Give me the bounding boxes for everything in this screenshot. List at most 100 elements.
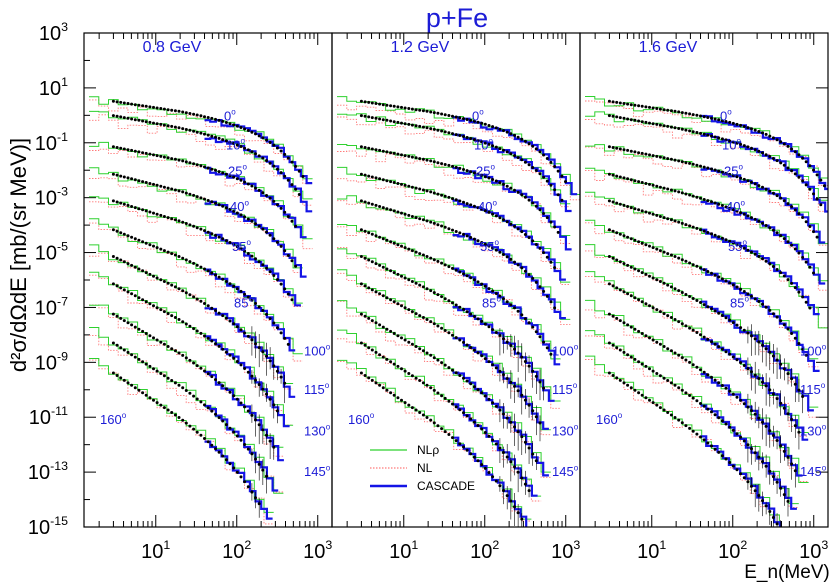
data-point [421,109,425,113]
data-point [447,299,451,303]
data-point [472,278,476,282]
angle-label-85: 85o [482,295,501,311]
data-point [290,183,294,187]
data-point [148,182,152,185]
data-point [268,161,272,165]
data-point [228,207,232,211]
data-point [516,351,520,355]
data-point [469,118,473,122]
angle-group [585,299,809,488]
data-point [648,398,651,402]
data-point [265,354,268,358]
data-point [283,210,287,214]
data-point [265,159,268,163]
data-point [206,116,210,119]
data-point [181,353,185,357]
data-point [214,168,217,172]
data-point [494,479,498,483]
data-point [203,403,206,407]
data-point [622,321,626,325]
data-point [152,105,155,109]
angle-group [337,359,532,527]
data-point [764,259,768,263]
data-point [363,256,367,260]
data-point [425,219,429,223]
data-point [633,150,637,154]
data-point [717,169,721,173]
data-point [166,376,170,380]
data-point [119,201,123,205]
data-point [265,312,268,316]
data-point [181,127,185,131]
data-point [206,199,210,202]
data-point [447,331,451,335]
data-point [637,151,641,155]
data-point [381,294,385,298]
data-point [491,212,495,216]
data-point [378,148,382,152]
data-point [640,300,644,304]
data-point [385,207,389,211]
data-point [396,243,400,247]
data-point [447,265,451,269]
angle-label-0: 0o [472,108,484,124]
data-point [629,103,633,107]
data-point [144,104,148,108]
data-point [396,210,400,214]
data-point [607,228,611,232]
data-point [735,209,739,213]
data-point [367,201,371,205]
data-point [166,250,170,254]
data-point [389,208,393,212]
data-point [199,433,203,437]
data-point [775,315,779,319]
data-point [210,200,214,204]
data-point [742,177,746,181]
data-point [294,164,298,168]
data-point [523,360,527,363]
data-point [440,427,444,431]
data-point [622,381,626,385]
angle-label-160: 160o [100,411,127,427]
data-point [381,325,385,329]
data-point [702,370,706,374]
data-point [509,380,513,384]
data-point [764,424,768,428]
data-point [480,319,484,323]
data-point [797,251,801,255]
data-point [199,366,203,370]
data-point [363,343,367,347]
data-point [440,224,444,228]
data-point [531,166,535,169]
data-point [275,203,279,207]
data-point [374,176,378,180]
data-point [177,109,181,113]
data-point [130,383,134,387]
data-point [812,168,815,172]
data-point [735,175,739,179]
data-point [513,260,516,264]
data-point [429,320,433,324]
data-point [655,278,659,282]
data-point [513,384,516,388]
data-point [254,132,257,136]
data-point [487,244,491,248]
data-point [491,178,495,181]
data-point [367,316,371,320]
data-point [239,475,243,479]
data-point [626,148,630,152]
data-point [487,176,491,180]
data-point [228,140,232,144]
data-point [462,376,465,380]
data-point [520,266,524,270]
data-point [637,180,641,184]
data-point [403,154,407,158]
data-point [702,198,706,201]
data-point [137,179,141,183]
data-point [666,347,670,351]
data-point [155,106,159,110]
data-point [224,350,228,354]
data-point [418,157,422,161]
data-point [804,260,808,264]
data-point [432,291,436,295]
